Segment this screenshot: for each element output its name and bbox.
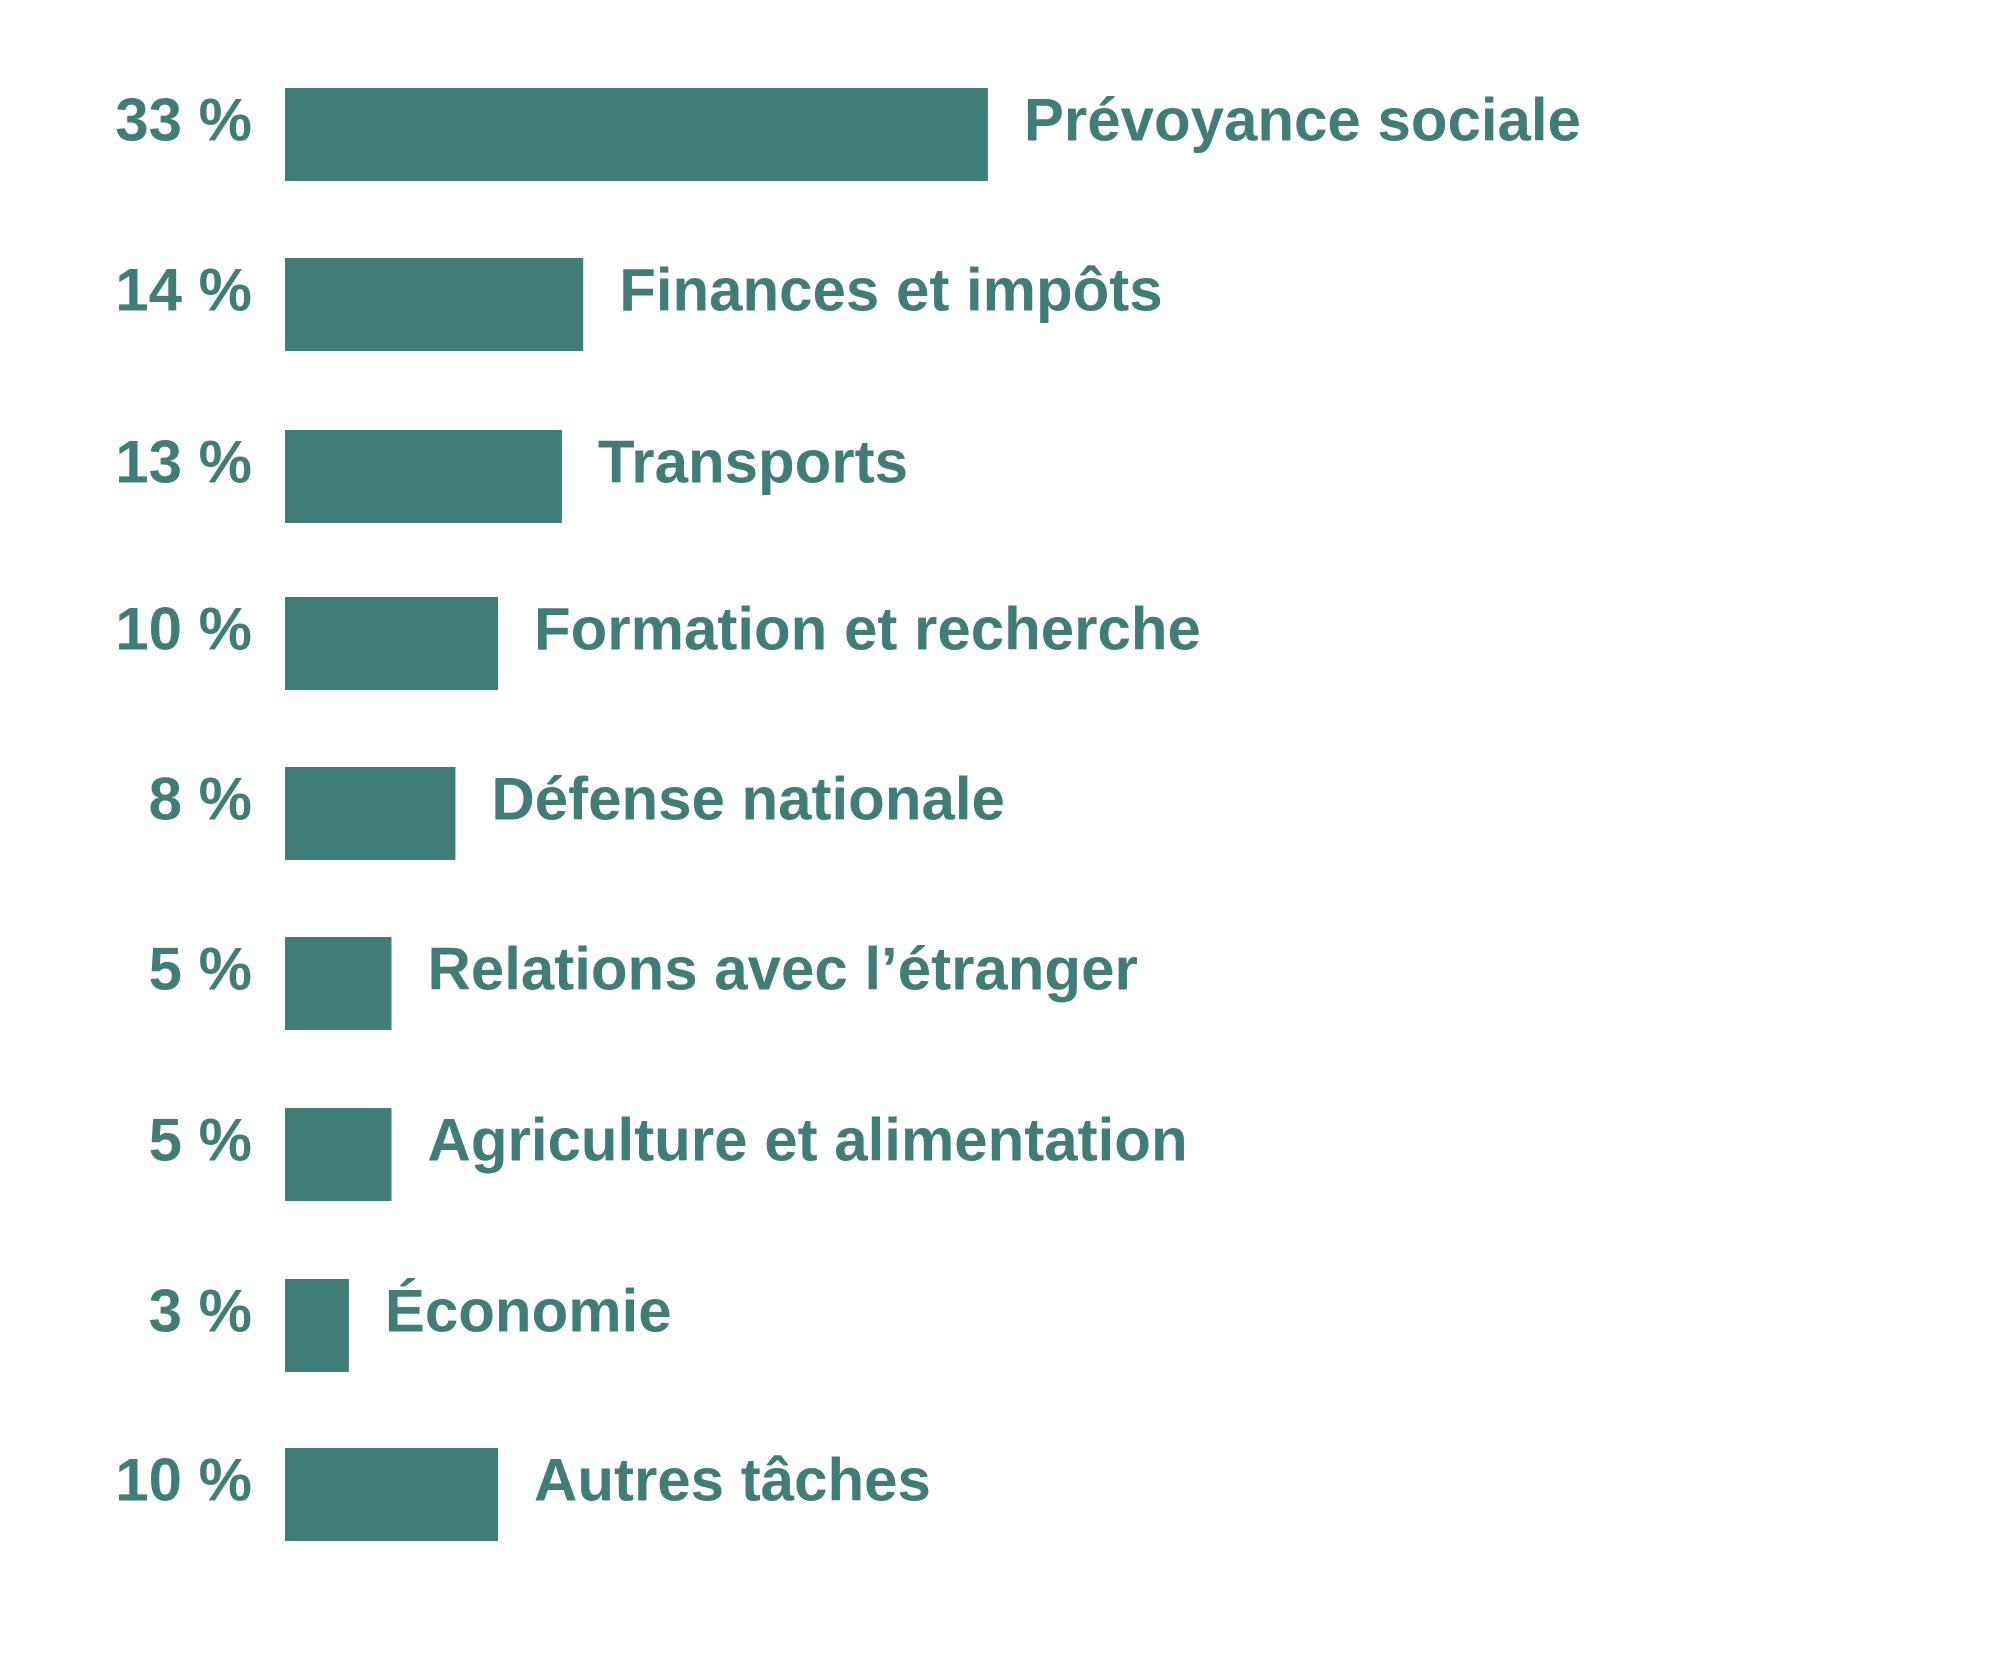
- category-label: Autres tâches: [534, 1446, 931, 1513]
- value-label: 5 %: [149, 1106, 252, 1173]
- bar: [285, 258, 584, 351]
- category-label: Agriculture et alimentation: [428, 1106, 1188, 1173]
- category-label: Prévoyance sociale: [1024, 86, 1581, 153]
- category-label: Économie: [385, 1277, 672, 1344]
- bar: [285, 767, 456, 860]
- bar-row: 10 % Formation et recherche: [115, 595, 1201, 690]
- value-label: 13 %: [115, 428, 252, 495]
- bar: [285, 937, 392, 1030]
- bar-row: 10 % Autres tâches: [115, 1446, 931, 1541]
- bar: [285, 1279, 349, 1372]
- bar-row: 3 % Économie: [149, 1277, 672, 1372]
- value-label: 10 %: [115, 595, 252, 662]
- category-label: Formation et recherche: [534, 595, 1201, 662]
- bar: [285, 597, 498, 690]
- value-label: 14 %: [115, 256, 252, 323]
- bar-row: 8 % Défense nationale: [149, 765, 1005, 860]
- category-label: Transports: [598, 428, 908, 495]
- value-label: 33 %: [115, 86, 252, 153]
- bar-row: 33 % Prévoyance sociale: [115, 86, 1581, 181]
- bar: [285, 430, 562, 523]
- bar-row: 14 % Finances et impôts: [115, 256, 1163, 351]
- category-label: Défense nationale: [491, 765, 1005, 832]
- category-label: Relations avec l’étranger: [428, 935, 1138, 1002]
- bar: [285, 1108, 392, 1201]
- bar-row: 5 % Agriculture et alimentation: [149, 1106, 1188, 1201]
- bar-row: 5 % Relations avec l’étranger: [149, 935, 1138, 1030]
- bar: [285, 1448, 498, 1541]
- value-label: 3 %: [149, 1277, 252, 1344]
- category-label: Finances et impôts: [619, 256, 1162, 323]
- value-label: 10 %: [115, 1446, 252, 1513]
- value-label: 5 %: [149, 935, 252, 1002]
- value-label: 8 %: [149, 765, 252, 832]
- bar-row: 13 % Transports: [115, 428, 908, 523]
- bar: [285, 88, 988, 181]
